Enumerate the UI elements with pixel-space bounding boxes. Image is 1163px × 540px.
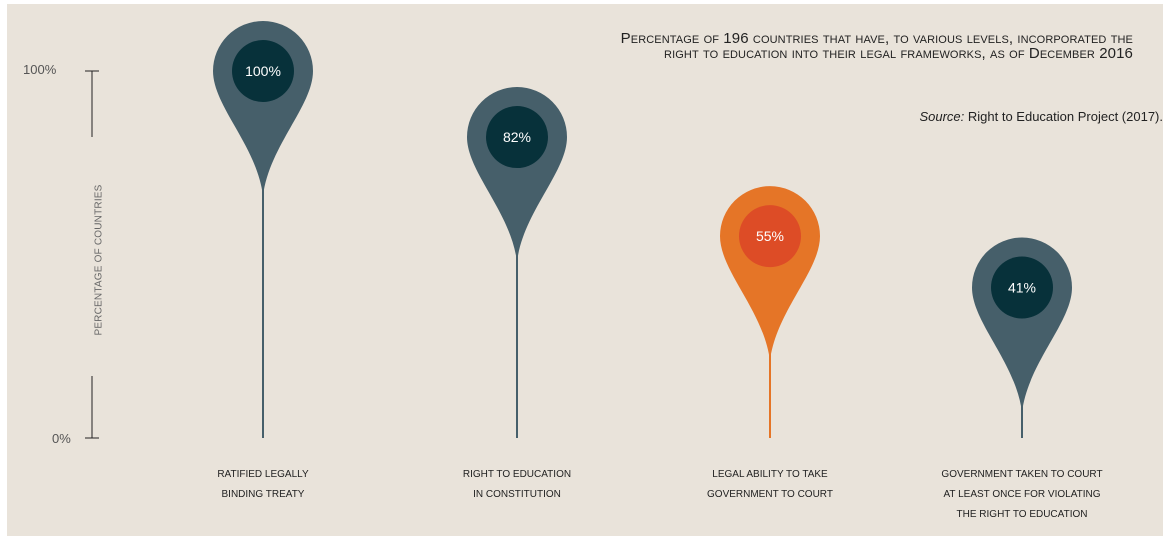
source-note: Source: Right to Education Project (2017… xyxy=(823,109,1163,124)
category-label-line: binding treaty xyxy=(221,489,305,500)
category-label: Legal ability to take government to court xyxy=(660,465,880,505)
category-label-line: Right to education xyxy=(462,469,572,480)
source-label: Source: xyxy=(919,109,965,124)
pin-value-label: 100% xyxy=(245,63,281,79)
y-axis-title: PERCENTAGE OF COUNTRIES xyxy=(93,184,105,336)
category-label-line: at least once for violating xyxy=(943,489,1101,500)
category-label: Ratified legally binding treaty xyxy=(153,465,373,505)
chart-title: Percentage of 196 countries that have, t… xyxy=(573,31,1133,61)
category-label-line: in constitution xyxy=(473,489,561,500)
category-label-line: the right to education xyxy=(956,509,1088,520)
pin-inner-circle xyxy=(991,256,1053,319)
title-line-2: right to education into their legal fram… xyxy=(664,45,1133,62)
title-line-1: Percentage of 196 countries that have, t… xyxy=(620,30,1133,47)
category-label-line: government to court xyxy=(707,489,833,500)
category-label: Government taken to court at least once f… xyxy=(912,465,1132,525)
category-label-line: Government taken to court xyxy=(941,469,1103,480)
category-label-line: Ratified legally xyxy=(217,469,309,480)
chart-frame: 100% 82% 55% 41% Percentage of 196 countrie… xyxy=(7,4,1163,536)
category-label-line: Legal ability to take xyxy=(712,469,828,480)
category-label: Right to education in constitution xyxy=(407,465,627,505)
source-text: Right to Education Project (2017). xyxy=(967,109,1163,124)
pin-value-label: 55% xyxy=(756,228,784,244)
pin-chart: 100% 82% 55% 41% xyxy=(85,21,1072,439)
y-tick-label-0: 0% xyxy=(52,431,71,446)
pin-inner-circle xyxy=(739,205,801,268)
y-tick-label-100: 100% xyxy=(23,62,57,77)
pin-inner-circle xyxy=(232,40,294,102)
pin-value-label: 82% xyxy=(503,129,531,145)
pin-inner-circle xyxy=(486,106,548,169)
pin-value-label: 41% xyxy=(1008,280,1036,296)
